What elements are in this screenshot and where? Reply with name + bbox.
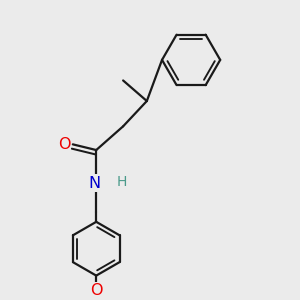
Text: H: H	[116, 175, 127, 189]
Text: N: N	[88, 176, 101, 191]
Text: O: O	[90, 283, 103, 298]
Text: O: O	[58, 137, 70, 152]
